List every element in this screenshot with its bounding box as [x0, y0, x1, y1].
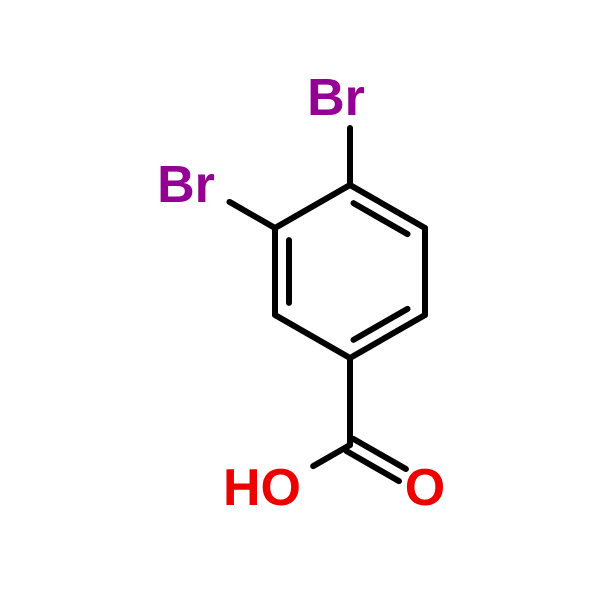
- atom-O-label: HO: [223, 459, 301, 517]
- atom-Br-label: Br: [307, 69, 365, 127]
- atom-Br-label: Br: [157, 156, 215, 214]
- atom-O-label: O: [405, 459, 445, 517]
- chemical-structure: O HO Br Br: [0, 0, 600, 600]
